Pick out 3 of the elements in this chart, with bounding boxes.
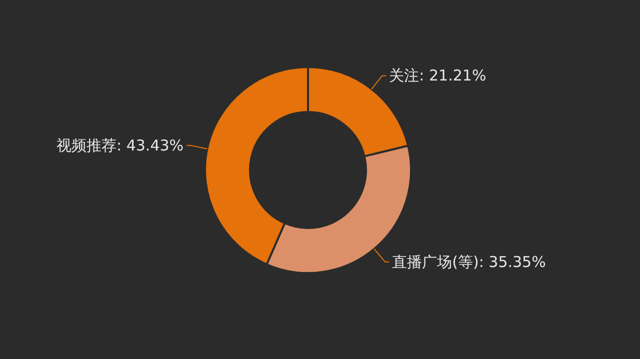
legend-label: 关注: 21.21% bbox=[389, 66, 486, 85]
slice-label: 视频推荐: 43.43% bbox=[56, 136, 184, 154]
slice-label: 直播广场(等): 35.35% bbox=[392, 252, 546, 271]
